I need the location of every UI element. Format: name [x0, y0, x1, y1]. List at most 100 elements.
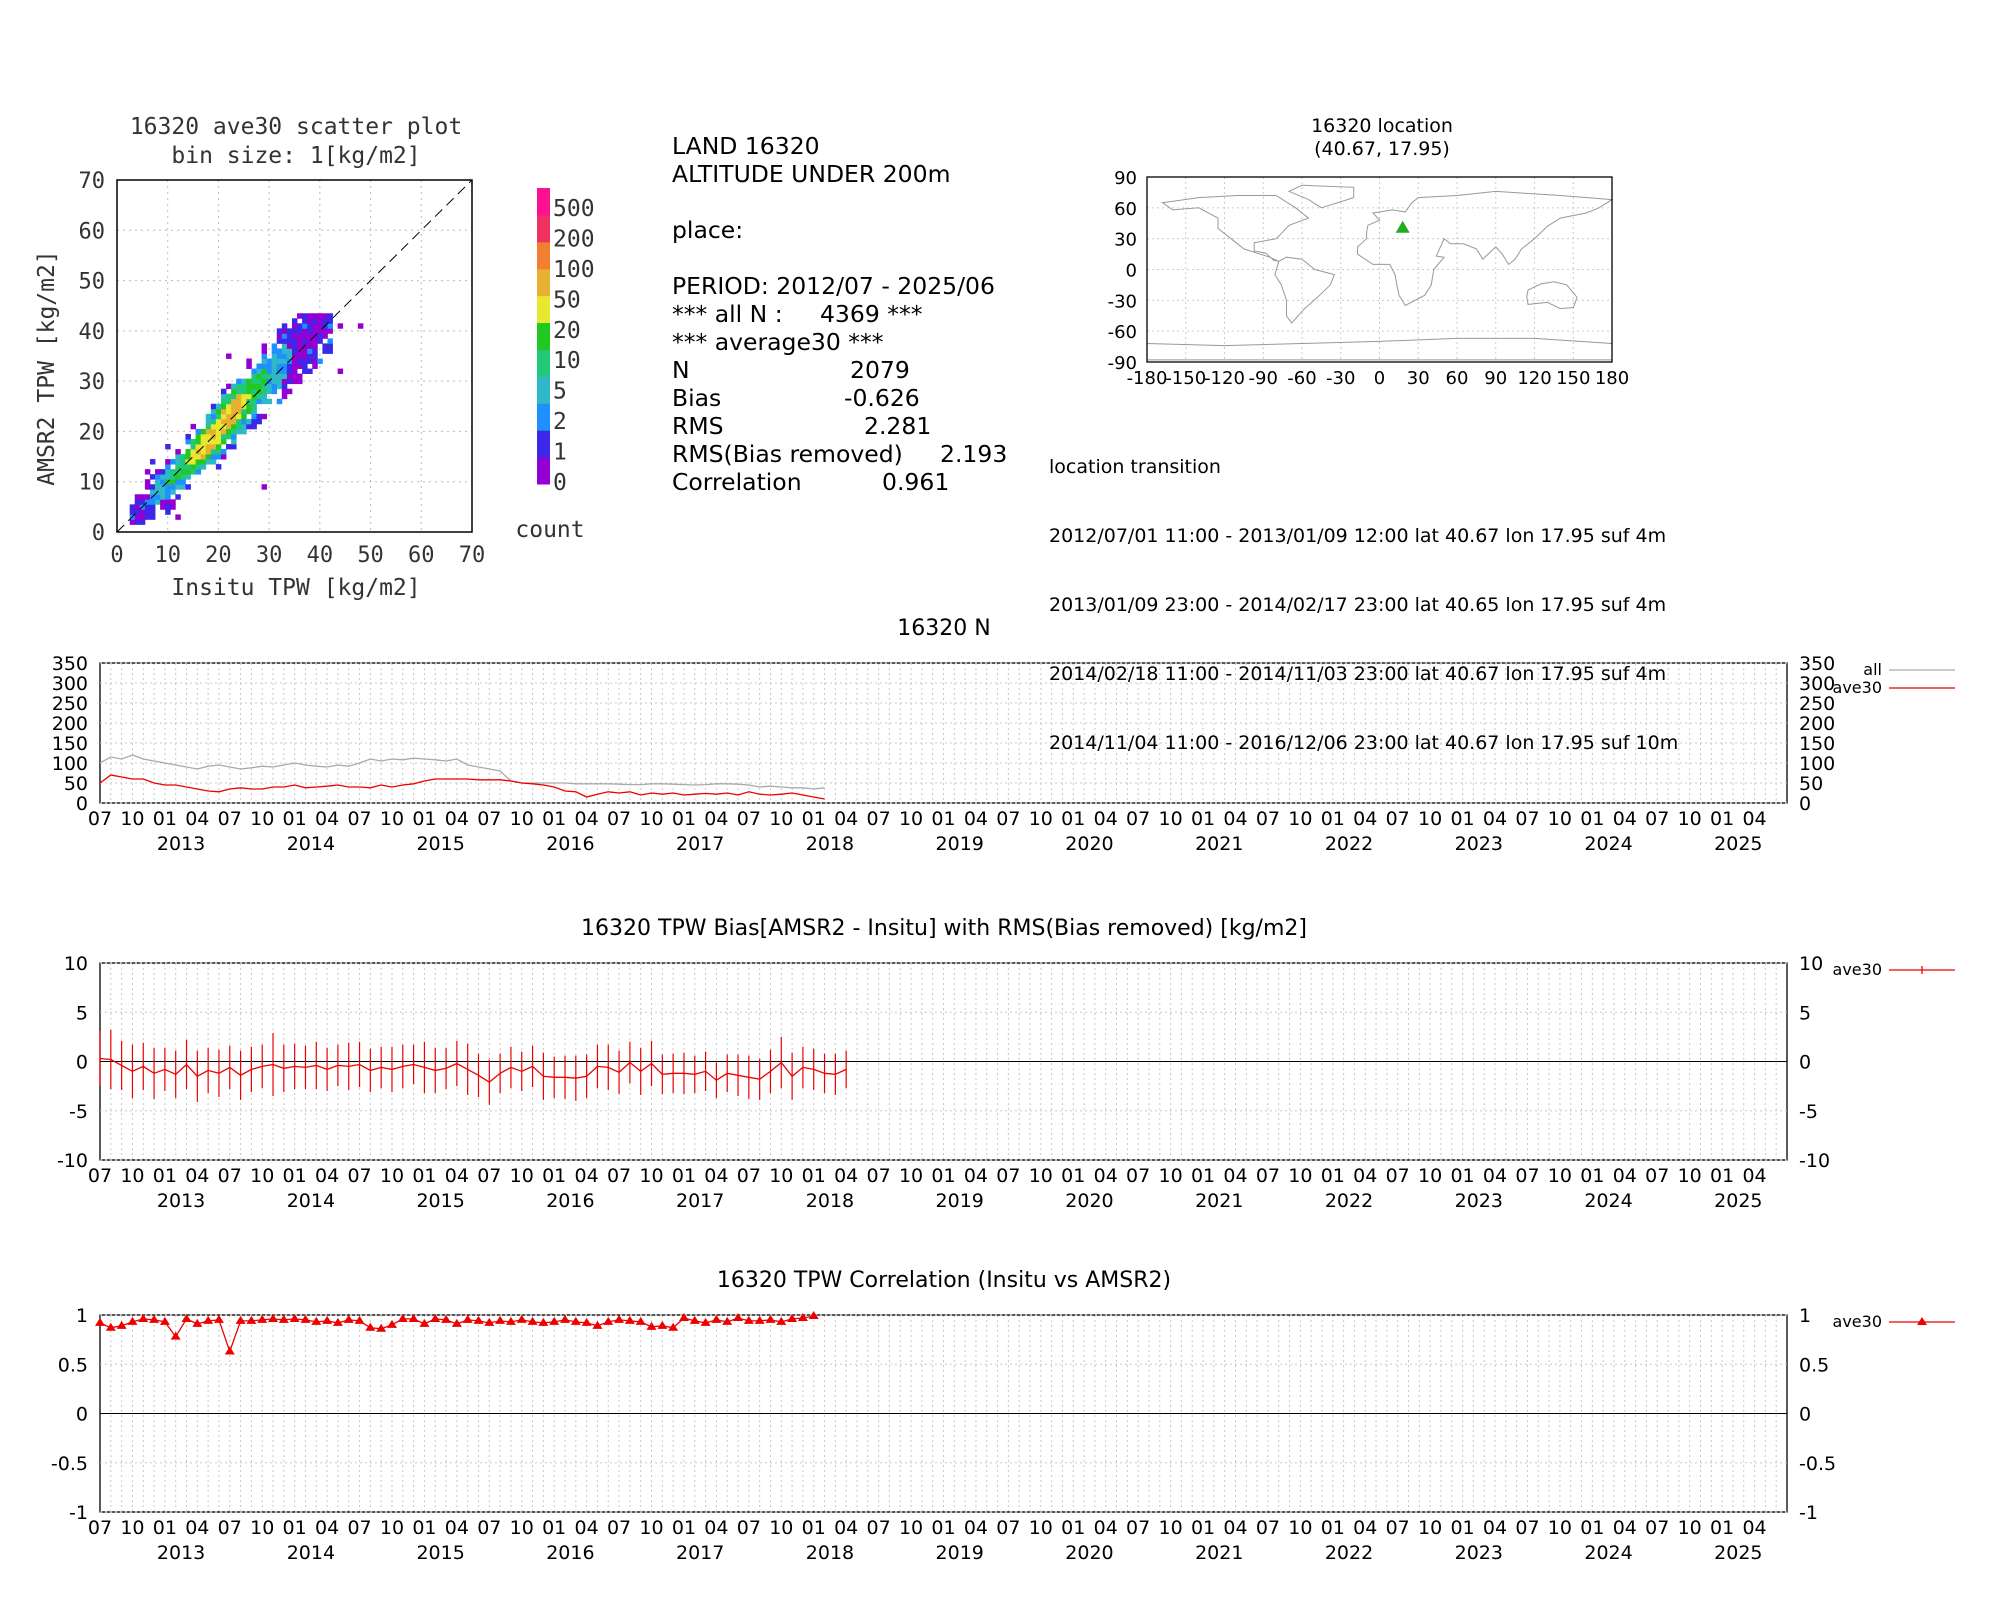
- timeseries-month-label: 10: [1678, 1517, 1702, 1539]
- scatter-bin: [129, 509, 136, 515]
- scatter-bin: [175, 449, 181, 455]
- triangle-marker-icon: [603, 1316, 614, 1325]
- location-transition-row: 2012/07/01 11:00 - 2013/01/09 12:00 lat …: [1049, 525, 1667, 547]
- scatter-bin: [261, 398, 268, 405]
- colorbar-tick-label: 500: [553, 196, 595, 222]
- timeseries-ytick-label-right: 0: [1799, 1052, 1811, 1074]
- scatter-bin: [291, 338, 298, 344]
- scatter-bin: [220, 403, 227, 410]
- timeseries-month-label: 04: [575, 808, 599, 830]
- scatter-bin: [302, 353, 308, 359]
- location-transition-row: 2013/01/09 23:00 - 2014/02/17 23:00 lat …: [1049, 594, 1667, 616]
- timeseries-month-label: 04: [964, 808, 988, 830]
- timeseries-month-label: 01: [283, 1517, 307, 1539]
- timeseries-month-label: 04: [185, 808, 209, 830]
- timeseries-ytick-label: -1: [69, 1502, 88, 1524]
- scatter-bin: [286, 328, 293, 334]
- triangle-marker-icon: [354, 1315, 365, 1324]
- timeseries-year-label: 2020: [1065, 1542, 1113, 1564]
- timeseries-month-label: 07: [1256, 1165, 1280, 1187]
- scatter-bin: [236, 428, 242, 435]
- scatter-bin: [307, 323, 313, 329]
- colorbar-tick-label: 0: [553, 470, 567, 496]
- scatter-bin: [134, 509, 141, 515]
- timeseries-month-label: 10: [1418, 808, 1442, 830]
- stats-spacer-2: [672, 244, 995, 272]
- timeseries-ytick-label-right: -5: [1799, 1101, 1818, 1123]
- timeseries-month-label: 10: [899, 1517, 923, 1539]
- timeseries-year-label: 2013: [157, 1542, 205, 1564]
- timeseries-month-label: 07: [1386, 1165, 1410, 1187]
- timeseries-ytick-label: -10: [57, 1150, 88, 1172]
- colorbar-segment: [537, 188, 550, 216]
- timeseries-month-label: 04: [964, 1165, 988, 1187]
- stats-value: 2.193: [940, 440, 1008, 468]
- map-lon-tick-label: 0: [1374, 368, 1385, 389]
- timeseries-month-label: 07: [607, 1517, 631, 1539]
- timeseries-month-label: 04: [1353, 808, 1377, 830]
- stats-value: -0.626: [844, 384, 920, 412]
- scatter-bin: [165, 459, 171, 465]
- timeseries-ytick-label-right: 350: [1799, 653, 1835, 675]
- scatter-bin: [307, 333, 313, 339]
- scatter-bin: [322, 318, 328, 324]
- timeseries-month-label: 10: [1159, 1165, 1183, 1187]
- timeseries-month-label: 10: [380, 1517, 404, 1539]
- timeseries-frame: [99, 662, 1788, 804]
- triangle-marker-icon: [743, 1315, 754, 1324]
- scatter-bin: [231, 408, 237, 415]
- scatter-bin: [226, 383, 232, 390]
- scatter-bin: [307, 368, 313, 374]
- scatter-bin: [205, 449, 212, 455]
- map-lon-tick-label: 150: [1556, 368, 1590, 389]
- scatter-bin: [180, 474, 186, 480]
- scatter-bin: [220, 388, 227, 395]
- scatter-bin: [134, 494, 141, 500]
- timeseries-ytick-label-right: -10: [1799, 1150, 1830, 1172]
- scatter-bin: [291, 343, 298, 349]
- timeseries-ytick-label: 200: [52, 713, 88, 735]
- scatter-bin: [215, 449, 222, 455]
- timeseries-ytick-label: 0: [76, 1404, 88, 1426]
- scatter-bin: [165, 484, 171, 490]
- timeseries-month-label: 04: [1613, 808, 1637, 830]
- triangle-marker-icon: [159, 1316, 170, 1325]
- scatter-bin: [160, 494, 166, 500]
- timeseries-ytick-label-right: 1: [1799, 1305, 1811, 1327]
- scatter-bin: [205, 423, 212, 430]
- timeseries-month-label: 07: [218, 1517, 242, 1539]
- timeseries-month-label: 04: [704, 1165, 728, 1187]
- scatter-xlabel: Insitu TPW [kg/m2]: [171, 575, 420, 601]
- scatter-bin: [195, 433, 202, 440]
- scatter-bin: [139, 494, 146, 500]
- scatter-bin: [220, 398, 227, 405]
- timeseries-month-label: 07: [88, 808, 112, 830]
- timeseries-year-label: 2016: [546, 1542, 594, 1564]
- colorbar: 0 1 2 5 10 20 50 100 200 500: [537, 188, 595, 496]
- timeseries-month-label: 04: [315, 1517, 339, 1539]
- timeseries-year-label: 2021: [1195, 833, 1243, 855]
- stats-spacer-1: [672, 188, 995, 216]
- timeseries-month-label: 10: [1288, 1165, 1312, 1187]
- scatter-bin: [149, 509, 156, 515]
- timeseries-year-label: 2021: [1195, 1542, 1243, 1564]
- triangle-marker-icon: [116, 1320, 127, 1329]
- triangle-marker-icon: [386, 1319, 397, 1328]
- scatter-bin: [291, 328, 298, 334]
- scatter-panel: 16320 ave30 scatter plot bin size: 1[kg/…: [34, 114, 595, 601]
- scatter-bin: [231, 418, 237, 425]
- scatter-bin: [160, 469, 166, 475]
- colorbar-tick-label: 2: [553, 409, 567, 435]
- timeseries-ytick-label-right: 0: [1799, 1404, 1811, 1426]
- timeseries-month-label: 07: [996, 1517, 1020, 1539]
- scatter-bin: [231, 433, 237, 440]
- scatter-bin: [317, 328, 323, 334]
- scatter-bin: [155, 494, 161, 500]
- timeseries-month-label: 04: [1742, 808, 1766, 830]
- scatter-bin: [215, 413, 222, 420]
- scatter-bin: [215, 454, 222, 460]
- scatter-bin: [312, 318, 318, 324]
- timeseries-month-label: 01: [672, 1517, 696, 1539]
- scatter-bin: [195, 444, 202, 450]
- timeseries-month-label: 01: [1710, 808, 1734, 830]
